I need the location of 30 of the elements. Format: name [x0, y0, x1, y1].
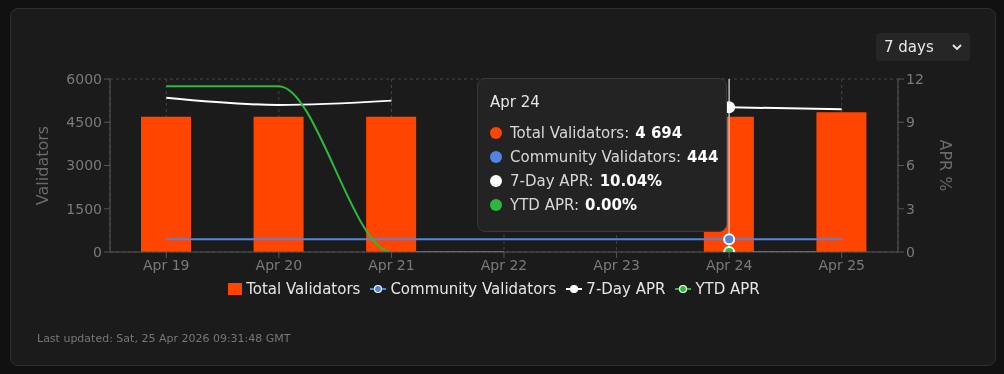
legend-label: 7-Day APR [585, 280, 666, 298]
y-tick-label: 6000 [66, 70, 102, 87]
x-tick-label: Apr 23 [593, 256, 640, 273]
y2-tick-label: 0 [906, 243, 915, 260]
x-tick-label: Apr 25 [818, 256, 865, 273]
y-tick-label: 1500 [66, 200, 102, 217]
y-axis-title: Validators [32, 125, 52, 206]
y2-tick-label: 9 [906, 114, 915, 131]
legend-label: YTD APR [694, 280, 760, 298]
y-tick-label: 4500 [66, 114, 102, 131]
y-tick-label: 3000 [66, 157, 102, 174]
annotation: YTD APR: 0.00% [510, 196, 638, 214]
legend-label: Community Validators [389, 280, 557, 298]
annotation: 7-Day APR: 10.04% [510, 172, 663, 190]
y2-axis-title: APR % [936, 139, 956, 192]
x-tick-label: Apr 24 [705, 256, 753, 273]
annotation: Apr 24 [490, 93, 541, 111]
text: Last updated: Sat, 25 Apr 2026 09:31:48 GMT [37, 332, 291, 345]
x-tick-label: Apr 21 [368, 256, 415, 273]
y-tick-label: 0 [93, 243, 102, 260]
y2-tick-label: 3 [906, 200, 915, 217]
legend-label: Total Validators [245, 280, 361, 298]
x-tick-label: Apr 20 [255, 256, 303, 273]
annotation: Community Validators: 444 [510, 148, 719, 166]
y2-tick-label: 6 [906, 157, 915, 174]
x-tick-label: Apr 22 [480, 256, 528, 273]
y2-tick-label: 12 [906, 70, 924, 87]
annotation: Total Validators: 4 694 [510, 124, 683, 142]
x-tick-label: Apr 19 [143, 256, 190, 273]
text: 7 days [884, 38, 934, 56]
